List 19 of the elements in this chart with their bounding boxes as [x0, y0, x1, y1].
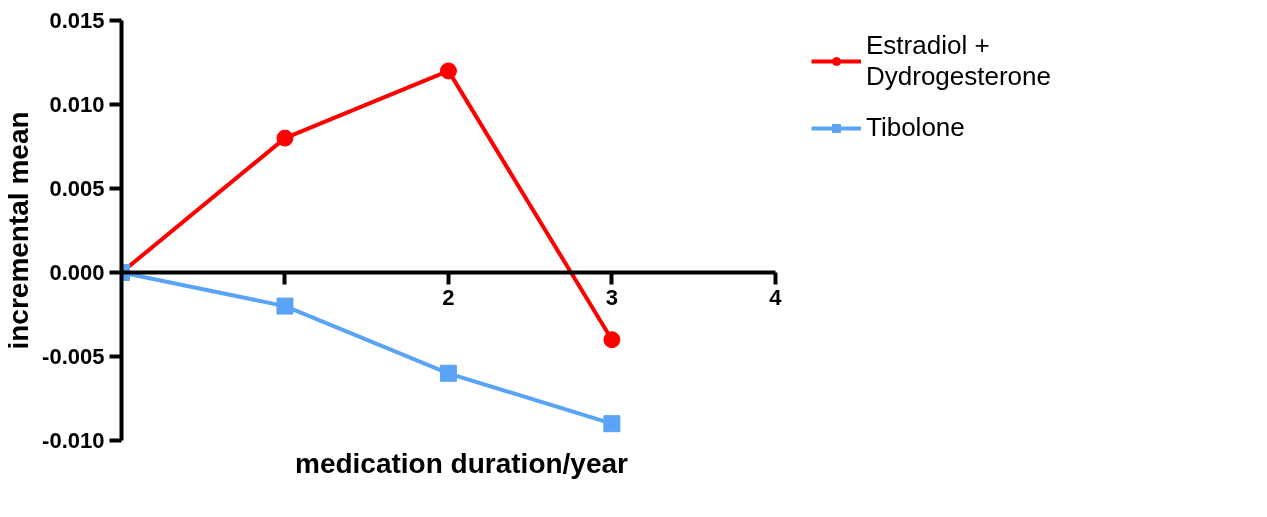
- point: [276, 129, 294, 147]
- y-tick-label: -0.010: [42, 428, 105, 453]
- y-tick-label: -0.005: [42, 344, 105, 369]
- y-tick-label: 0.000: [49, 260, 105, 285]
- point: [603, 331, 621, 349]
- y-axis-title: incremental mean: [3, 111, 35, 350]
- point: [439, 364, 457, 382]
- point: [439, 62, 457, 80]
- x-tick-label: 2: [442, 284, 455, 310]
- legend-label: Estradiol + Dydrogesterone: [866, 30, 1051, 92]
- x-axis-title: medication duration/year: [295, 447, 629, 479]
- point: [276, 297, 294, 315]
- y-tick-label: 0.015: [49, 8, 105, 33]
- y-tick-label: 0.005: [49, 176, 105, 201]
- x-tick-label: 3: [605, 284, 619, 310]
- y-tick-label: 0.010: [49, 92, 105, 117]
- point: [603, 415, 621, 433]
- x-tick-label: 4: [769, 284, 783, 310]
- legend-label: Tibolone: [866, 112, 965, 143]
